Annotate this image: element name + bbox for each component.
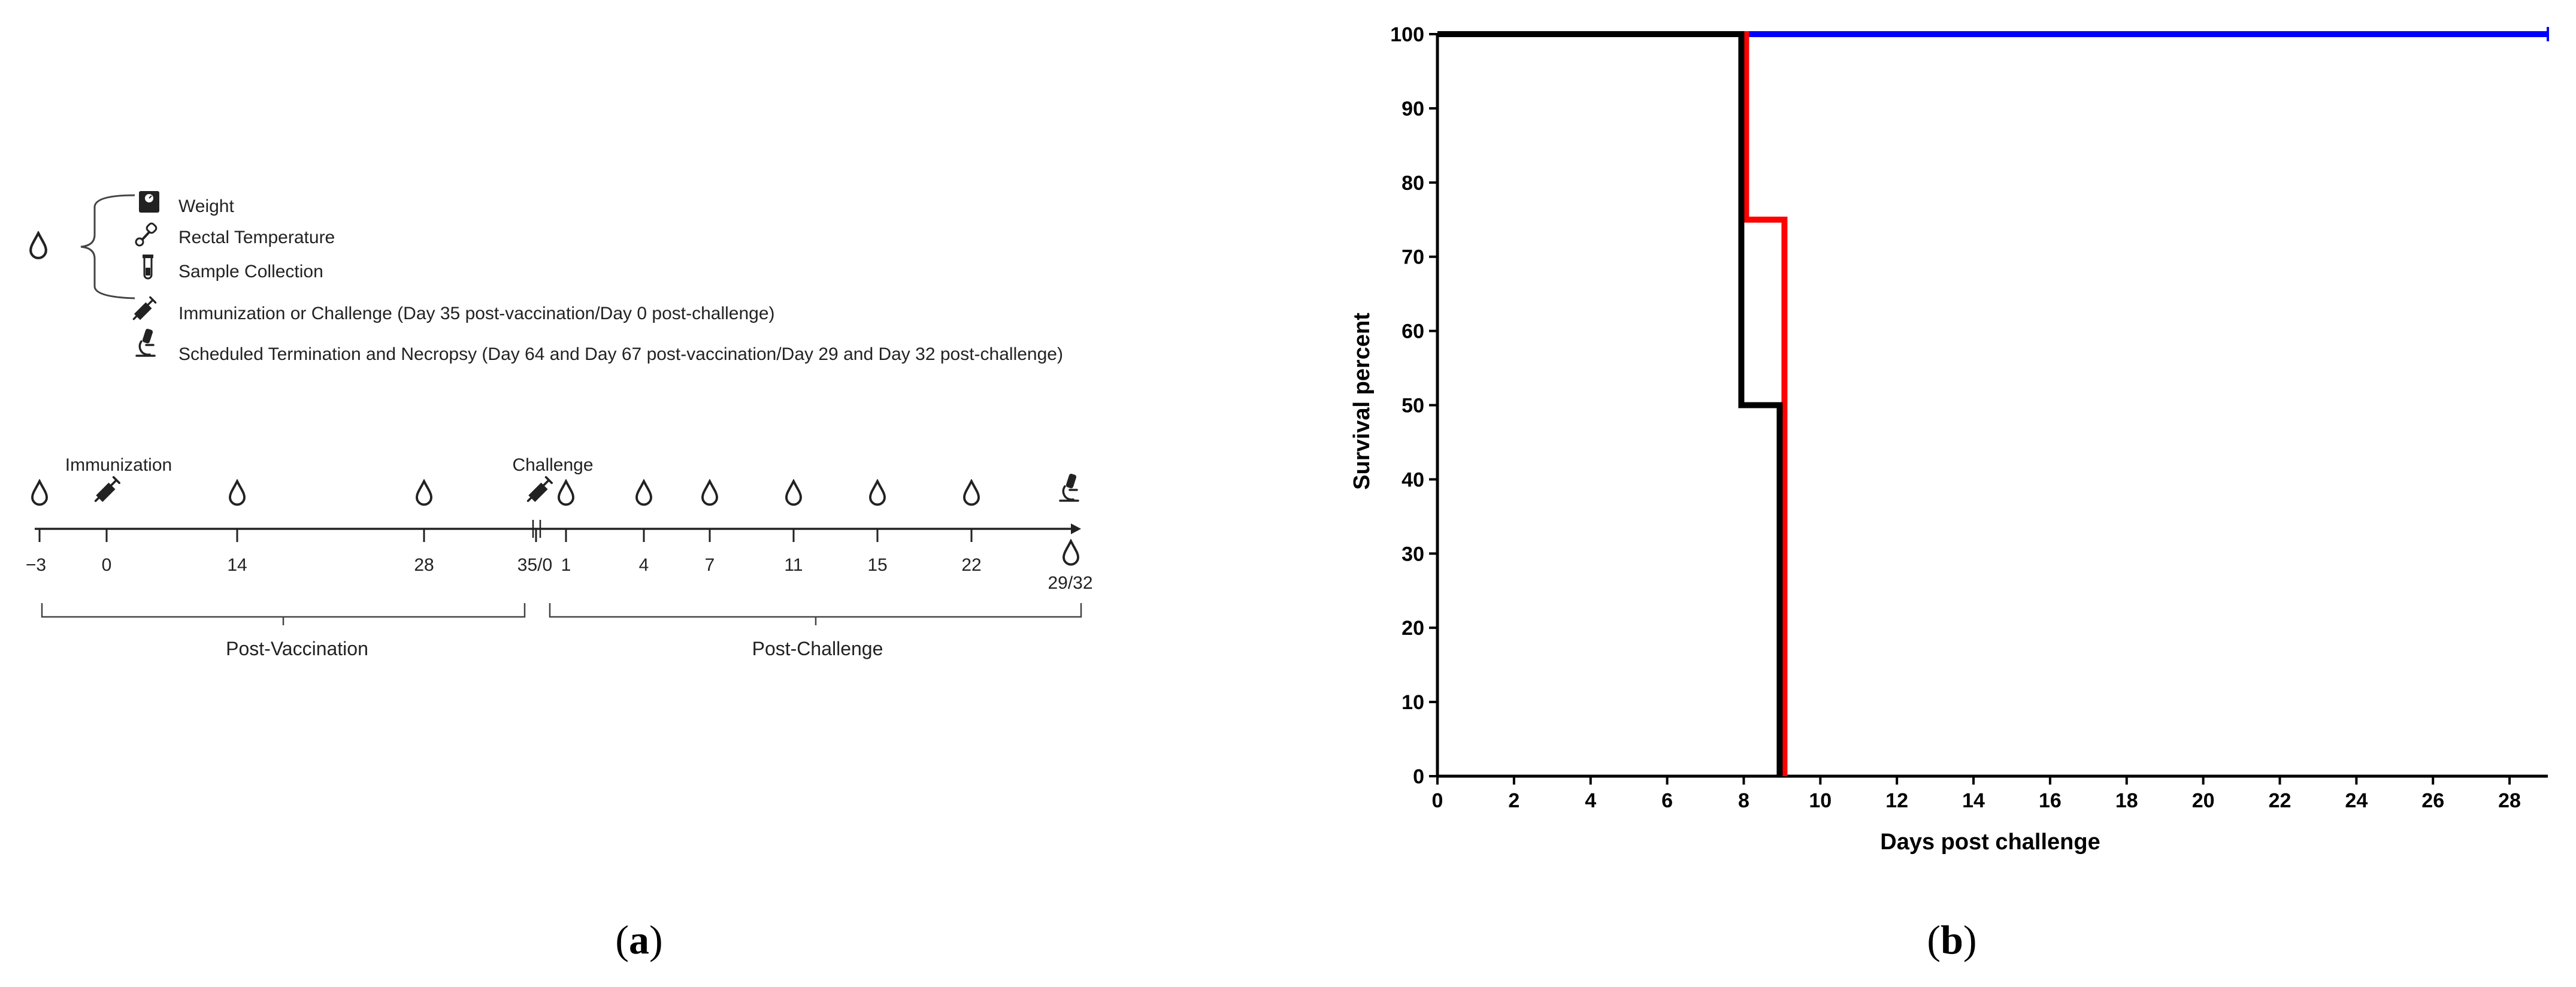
tick-label: 22 [961, 555, 981, 575]
y-tick-label: 70 [1401, 246, 1424, 269]
x-tick-label: 22 [2269, 789, 2292, 812]
post-vaccination-bracket [41, 603, 526, 618]
timeline: Immunization Challenge −3 0 14 28 35/0 1… [26, 455, 1093, 659]
x-tick-label: 12 [1885, 789, 1908, 812]
x-tick-label: 0 [1432, 789, 1443, 812]
x-tick-label: 4 [1585, 789, 1596, 812]
x-tick-label: 8 [1738, 789, 1749, 812]
x-tick-label: 28 [2498, 789, 2521, 812]
drop-icon [963, 480, 980, 506]
x-tick-label: 6 [1661, 789, 1673, 812]
drop-icon [869, 480, 886, 506]
x-tick-label: 24 [2345, 789, 2368, 812]
y-tick-label: 10 [1401, 691, 1424, 714]
tick-label: 7 [705, 555, 715, 575]
drop-icon [701, 480, 718, 506]
drop-icon [635, 480, 652, 506]
drop-icon [229, 480, 246, 506]
drop-icon [416, 480, 432, 506]
legend-label-sample-collection: Sample Collection [178, 262, 323, 281]
timeline-drops [31, 480, 1079, 566]
panel-a-study-design: Weight Rectal Temperature Sample Collect… [26, 191, 1093, 962]
tick-label: −3 [26, 555, 46, 575]
tick-label: 1 [561, 555, 571, 575]
challenge-syringe-icon [526, 476, 553, 502]
post-challenge-bracket [549, 603, 1082, 618]
legend-label-weight: Weight [178, 196, 234, 216]
x-tick-label: 18 [2115, 789, 2138, 812]
x-tick-label: 26 [2421, 789, 2444, 812]
drop-icon [1063, 540, 1079, 566]
tick-label: 35/0 [517, 555, 552, 575]
immunization-label: Immunization [65, 455, 172, 475]
panel-a-caption: (a) [615, 917, 662, 962]
x-tick-label: 16 [2039, 789, 2062, 812]
thermometer-icon [135, 222, 158, 247]
series-line [1437, 31, 1788, 776]
tick-label: 14 [227, 555, 247, 575]
x-tick-label: 20 [2192, 789, 2215, 812]
drop-icon [785, 480, 802, 506]
tick-label: 4 [639, 555, 649, 575]
y-tick-label: 90 [1401, 98, 1424, 120]
y-tick-label: 40 [1401, 468, 1424, 491]
drop-icon [558, 480, 574, 506]
y-tick-label: 60 [1401, 320, 1424, 343]
tick-label: 11 [784, 555, 803, 575]
legend-brace [80, 194, 135, 299]
drop-icon [31, 480, 48, 506]
challenge-label: Challenge [512, 455, 593, 475]
legend-label-termination-necropsy: Scheduled Termination and Necropsy (Day … [178, 344, 1063, 364]
y-tick-label: 50 [1401, 395, 1424, 417]
x-tick-label: 14 [1962, 789, 1985, 812]
panel-b-caption: (b) [1927, 917, 1976, 962]
test-tube-icon [143, 255, 153, 280]
panel-b-letter: b [1941, 917, 1963, 962]
phase-label-post-challenge: Post-Challenge [752, 638, 883, 659]
y-tick-label: 20 [1401, 617, 1424, 640]
phase-label-post-vaccination: Post-Vaccination [226, 638, 368, 659]
immunization-syringe-icon [94, 476, 120, 502]
legend: Weight Rectal Temperature Sample Collect… [31, 191, 1063, 364]
syringe-icon [132, 296, 157, 320]
x-axis-label: Days post challenge [1880, 829, 2100, 855]
x-tick-label: 2 [1508, 789, 1519, 812]
microscope-icon [135, 328, 156, 357]
series-line [1437, 31, 1783, 776]
tick-label: 0 [102, 555, 112, 575]
timeline-ticks [38, 529, 973, 542]
x-tick-label: 10 [1809, 789, 1832, 812]
timeline-arrowhead [1071, 523, 1081, 534]
sample-drop-icon [31, 233, 46, 258]
y-tick-label: 100 [1390, 23, 1424, 46]
tick-label: 28 [414, 555, 434, 575]
tick-label: 15 [867, 555, 887, 575]
panel-a-letter: a [629, 917, 649, 962]
scale-icon [139, 191, 159, 213]
legend-label-immunization-challenge: Immunization or Challenge (Day 35 post-v… [178, 304, 775, 323]
y-tick-label: 30 [1401, 543, 1424, 565]
tick-label: 29/32 [1048, 573, 1092, 593]
y-axis-label: Survival percent [1349, 313, 1375, 490]
y-tick-label: 80 [1401, 172, 1424, 195]
necropsy-microscope-icon [1059, 473, 1079, 502]
y-tick-label: 0 [1413, 765, 1424, 788]
timeline-tick-labels: −3 0 14 28 35/0 1 4 7 11 15 22 29/32 [26, 555, 1093, 593]
legend-label-rectal-temperature: Rectal Temperature [178, 228, 335, 247]
